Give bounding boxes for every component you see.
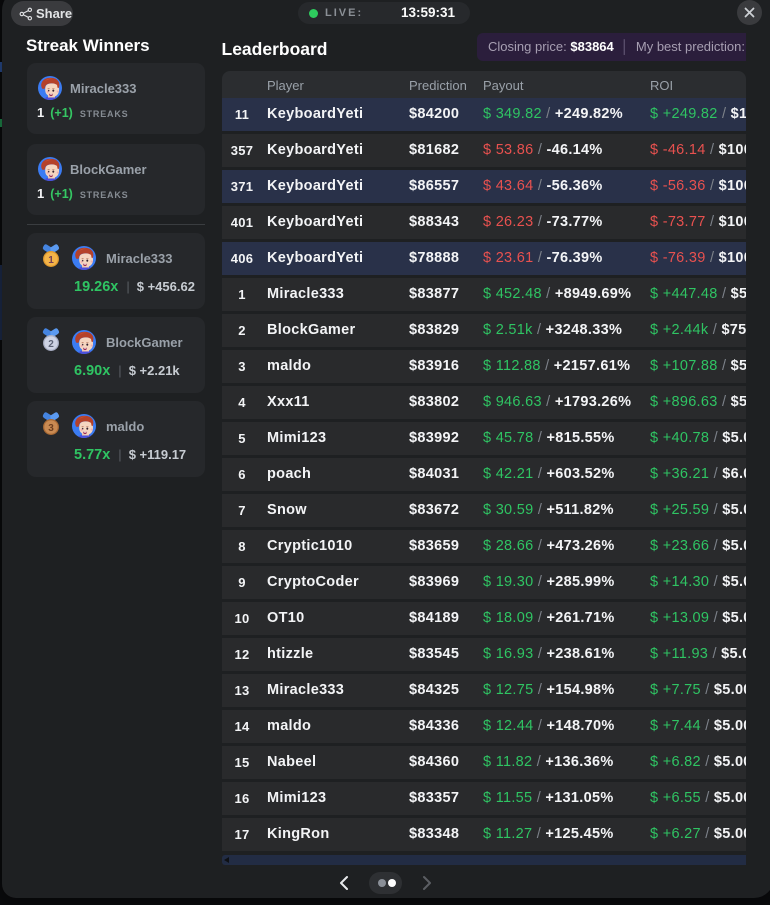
svg-text:2: 2 — [48, 339, 54, 350]
svg-text:1: 1 — [48, 255, 54, 266]
svg-text:3: 3 — [48, 423, 54, 434]
